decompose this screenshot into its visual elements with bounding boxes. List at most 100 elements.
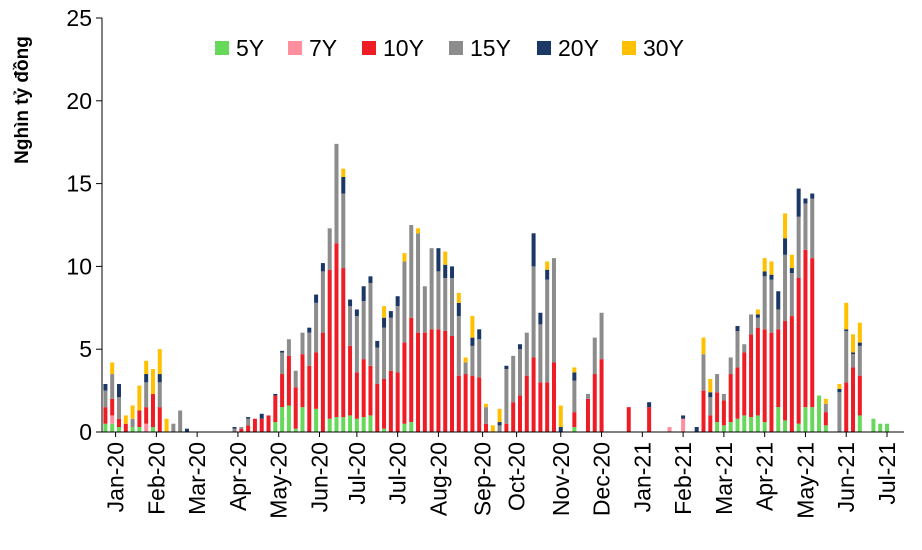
bar-segment-30y xyxy=(456,292,461,303)
bar-segment-5y xyxy=(823,425,828,432)
bar-segment-10y xyxy=(144,407,149,424)
bar-segment-10y xyxy=(626,407,631,432)
bar-segment-30y xyxy=(844,302,849,330)
bar-segment-30y xyxy=(497,408,502,423)
x-tick-label: Feb-20 xyxy=(143,442,169,515)
x-tick-label: Mar-21 xyxy=(711,442,737,515)
bar-segment-10y xyxy=(110,398,115,416)
bar-segment-15y xyxy=(755,317,760,328)
bar-segment-20y xyxy=(246,417,251,419)
bar-segment-15y xyxy=(789,273,794,317)
bar-segment-10y xyxy=(715,392,720,423)
bars xyxy=(103,143,890,432)
bar-segment-20y xyxy=(497,422,502,426)
legend-label-10y: 10Y xyxy=(383,35,424,61)
bar-segment-7y xyxy=(667,427,672,432)
bar-segment-15y xyxy=(531,266,536,358)
x-tick-label: Feb-21 xyxy=(670,442,696,515)
bar-segment-10y xyxy=(844,382,849,432)
bar-segment-15y xyxy=(810,198,815,259)
bar-segment-15y xyxy=(844,330,849,383)
legend-swatch-10y xyxy=(362,41,376,55)
y-tick-label: 25 xyxy=(66,5,92,31)
bar-segment-5y xyxy=(783,420,788,432)
bar-segment-10y xyxy=(599,359,604,432)
bar-segment-10y xyxy=(810,258,815,408)
bar-segment-20y xyxy=(280,350,285,353)
bar-segment-10y xyxy=(150,393,155,428)
bar-segment-30y xyxy=(857,322,862,343)
bar-segment-10y xyxy=(368,365,373,416)
bar-segment-5y xyxy=(361,417,366,432)
bar-segment-30y xyxy=(110,362,115,375)
x-tick-label: Jul-21 xyxy=(874,442,900,505)
bar-segment-7y xyxy=(144,423,149,432)
bar-segment-15y xyxy=(144,382,149,408)
bar-segment-5y xyxy=(137,427,142,432)
bar-segment-10y xyxy=(334,243,339,418)
x-tick-label: Jul-20 xyxy=(385,442,411,505)
bar-segment-10y xyxy=(416,332,421,432)
bar-segment-15y xyxy=(116,397,121,419)
bar-segment-10y xyxy=(823,412,828,426)
bar-segment-10y xyxy=(116,418,121,428)
bar-segment-15y xyxy=(470,345,475,376)
legend-label-7y: 7Y xyxy=(309,35,337,61)
bar-segment-10y xyxy=(314,352,319,409)
bar-segment-10y xyxy=(572,412,577,428)
bar-segment-15y xyxy=(538,324,543,383)
bar-segment-10y xyxy=(422,332,427,432)
bar-segment-15y xyxy=(320,271,325,333)
bar-segment-30y xyxy=(123,415,128,424)
bar-segment-10y xyxy=(409,317,414,423)
bar-segment-10y xyxy=(708,415,713,432)
bar-segment-15y xyxy=(735,330,740,368)
bar-segment-15y xyxy=(728,357,733,375)
bar-segment-5y xyxy=(721,425,726,432)
bar-segment-15y xyxy=(701,354,706,391)
bar-segment-20y xyxy=(735,326,740,331)
bar-segment-15y xyxy=(443,277,448,331)
bar-segment-30y xyxy=(443,251,448,265)
bar-segment-10y xyxy=(776,329,781,408)
bar-segment-15y xyxy=(280,352,285,375)
bar-segment-5y xyxy=(103,423,108,432)
bar-segment-15y xyxy=(803,203,808,250)
bar-segment-5y xyxy=(796,423,801,432)
bar-segment-30y xyxy=(572,367,577,373)
bar-segment-5y xyxy=(286,405,291,432)
bar-segment-15y xyxy=(592,337,597,375)
bar-segment-20y xyxy=(375,340,380,348)
x-tick-label: Jun-21 xyxy=(833,442,859,512)
bar-segment-20y xyxy=(517,344,522,350)
legend-swatch-15y xyxy=(449,41,463,55)
bar-segment-20y xyxy=(395,296,400,307)
legend-swatch-20y xyxy=(537,41,551,55)
bar-segment-5y xyxy=(742,415,747,432)
bar-segment-15y xyxy=(762,276,767,330)
bar-segment-5y xyxy=(572,427,577,432)
x-tick-label: Nov-20 xyxy=(548,442,574,516)
bar-segment-15y xyxy=(334,143,339,244)
bar-segment-15y xyxy=(368,282,373,366)
bar-segment-10y xyxy=(851,367,856,432)
bar-segment-30y xyxy=(783,213,788,239)
bar-segment-20y xyxy=(694,427,699,432)
bar-segment-15y xyxy=(416,233,421,333)
bar-segment-15y xyxy=(103,390,108,408)
bar-segment-30y xyxy=(150,369,155,394)
bar-segment-30y xyxy=(708,379,713,393)
bar-segment-20y xyxy=(382,317,387,328)
bar-segment-20y xyxy=(314,294,319,303)
bar-segment-20y xyxy=(477,329,482,340)
legend-label-5y: 5Y xyxy=(236,35,264,61)
bar-segment-5y xyxy=(150,427,155,432)
bar-segment-15y xyxy=(382,327,387,380)
bar-segment-15y xyxy=(388,317,393,371)
bar-segment-20y xyxy=(443,264,448,278)
bar-segment-20y xyxy=(348,299,353,307)
bar-segment-20y xyxy=(762,271,767,277)
bar-segment-15y xyxy=(749,314,754,335)
bar-segment-15y xyxy=(484,407,489,424)
legend-label-15y: 15Y xyxy=(470,35,511,61)
